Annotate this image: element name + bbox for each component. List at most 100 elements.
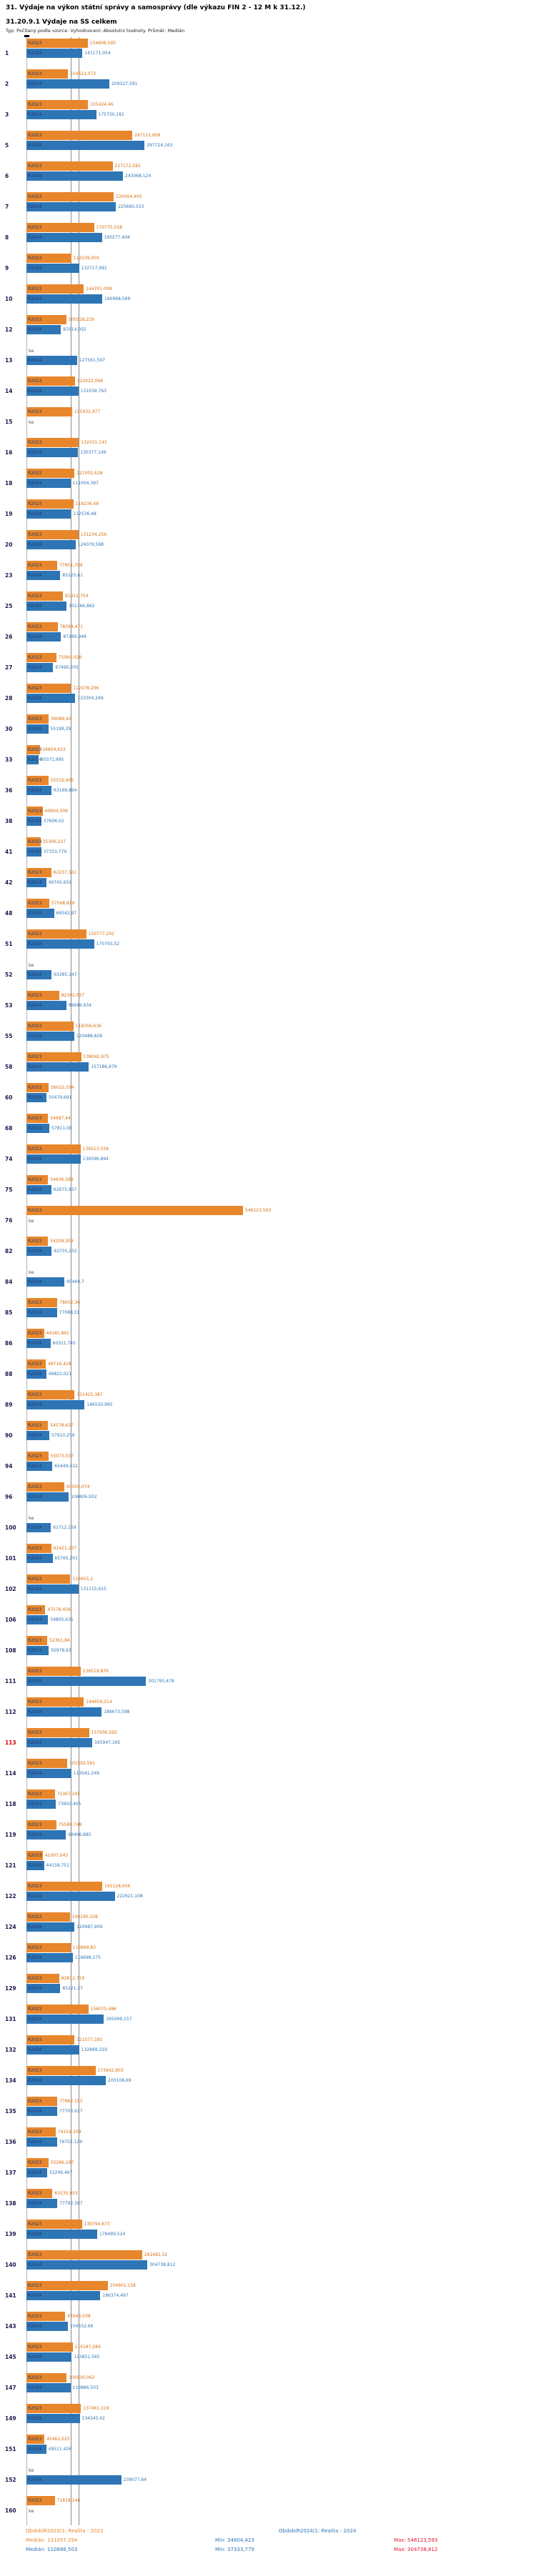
r2024-bar: R2024 (26, 1892, 115, 1901)
bar-series-label: R2024 (28, 2385, 42, 2390)
bar-series-label: R2023 (28, 624, 42, 629)
bar-series-label: R2023 (28, 102, 42, 107)
row-group: 88 R2023 48716,428 R2024 49822,021 (0, 1358, 536, 1389)
row-group: 16 R2023 132031,143 R2024 130377,149 (0, 436, 536, 467)
row-bars: R2023 204901,158 R2024 186374,497 (26, 2281, 536, 2310)
bar-series-label: R2023 (28, 1914, 42, 1919)
row-bars: R2023 136513,558 R2024 136596,894 (26, 1144, 536, 1174)
row-number: 74 (5, 1156, 13, 1162)
r2024-bar: R2024 (26, 632, 61, 641)
bar-row-r2023: R2023 131234,256 (26, 530, 536, 539)
row-bars: R2023 217172,582 R2024 243068,124 (26, 161, 536, 191)
bar-row-r2023: R2023 546123,593 (26, 1206, 536, 1215)
bar-row-r2023: R2023 52361,84 (26, 1636, 536, 1645)
r2023-bar: R2023 (26, 1206, 243, 1215)
r2024-bar: R2024 (26, 1584, 79, 1594)
bar-value-label: 110886,503 (72, 2385, 99, 2390)
r2023-bar: R2023 (26, 2404, 81, 2413)
bar-value-label: 239077,64 (123, 2477, 147, 2482)
row-group: 13 ke R2024 127561,597 (0, 344, 536, 375)
bar-value-label: 118356,636 (75, 1024, 101, 1029)
r2024-bar: R2024 (26, 1339, 51, 1348)
row-bars: R2023 109190,328 R2024 120987,909 (26, 1912, 536, 1942)
row-bars: R2023 71818,246 ke (26, 2496, 536, 2525)
bar-series-label: R2024 (28, 942, 42, 947)
bar-row-r2023: R2023 45462,025 (26, 2435, 536, 2444)
bar-value-label: 61712,159 (53, 1525, 76, 1530)
bar-row-r2024: R2024 50479,691 (26, 1093, 536, 1102)
row-number: 108 (5, 1647, 16, 1654)
bar-value-label: 113239,005 (73, 256, 100, 261)
r2023-bar: R2023 (26, 2373, 66, 2382)
chart-footer: ObdobíR2023(1: Realita - 2023 ObdobíR202… (0, 2525, 536, 2553)
bar-value-label: 186374,497 (102, 2293, 129, 2298)
legend: ObdobíR2023(1: Realita - 2023 ObdobíR202… (26, 2528, 536, 2535)
row-group: 38 R2023 40604,306 R2024 37606,02 (0, 805, 536, 836)
bar-row-r2024: R2024 76752,129 (26, 2137, 536, 2147)
missing-value-label: ke (29, 419, 34, 425)
bar-series-label: R2024 (28, 2201, 42, 2206)
bar-series-label: R2024 (28, 143, 42, 148)
r2024-bar: R2024 (26, 2291, 101, 2300)
row-bars: R2023 78002,36 R2024 77088,31 (26, 1298, 536, 1327)
bar-row-r2024: R2024 243068,124 (26, 171, 536, 181)
r2023-bar: R2023 (26, 684, 71, 693)
bar-row-r2024: R2024 120987,909 (26, 1922, 536, 1932)
bar-series-label: R2024 (28, 604, 42, 609)
bar-value-label: 48716,428 (48, 1362, 71, 1367)
r2024-bar: R2024 (26, 1247, 52, 1256)
row-group: 152 ke R2024 239077,64 (0, 2464, 536, 2495)
bar-row-r2024: R2024 301795,478 (26, 1677, 536, 1686)
bar-row-r2024: R2024 110886,503 (26, 2383, 536, 2392)
row-number: 6 (5, 173, 9, 179)
row-group: 139 R2023 139794,673 R2024 178499,524 (0, 2218, 536, 2249)
bar-value-label: 112078,296 (73, 686, 99, 691)
row-bars: R2023 45462,025 R2024 49511,426 (26, 2435, 536, 2464)
row-number: 2 (5, 81, 9, 87)
row-bars: R2023 113239,005 R2024 132717,991 (26, 254, 536, 283)
row-number: 113 (5, 1739, 16, 1746)
bar-row-r2023: R2023 110655,1 (26, 1574, 536, 1584)
row-bars: R2023 121002,628 R2024 111004,397 (26, 469, 536, 498)
r2023-bar: R2023 (26, 899, 49, 908)
bar-value-label: 173942,903 (97, 2068, 124, 2073)
bar-value-label: 136596,894 (82, 1157, 109, 1162)
r2024-bar: R2024 (26, 509, 71, 519)
bar-series-label: R2024 (28, 849, 42, 854)
legend-item-2023: ObdobíR2023(1: Realita - 2023 (26, 2528, 104, 2534)
row-number: 48 (5, 910, 13, 917)
row-group: 20 R2023 131234,256 R2024 124079,598 (0, 529, 536, 559)
bar-series-label: R2023 (28, 1054, 42, 1059)
bar-value-label: 101366,862 (69, 604, 95, 609)
chart-rows: 1 R2023 154606,595 R2024 141171,054 2 R2023 104… (0, 37, 536, 2525)
bar-value-label: 87014,055 (63, 327, 86, 332)
row-number: 27 (5, 664, 13, 671)
bar-value-label: 115432,477 (74, 409, 101, 414)
bar-series-label: R2024 (28, 481, 42, 486)
missing-value-label: ke (29, 347, 34, 354)
r2023-bar: R2023 (26, 1912, 70, 1922)
bar-row-r2023: R2023 54687,44 (26, 1114, 536, 1123)
bar-value-label: 97643,038 (67, 2314, 91, 2319)
bar-series-label: R2023 (28, 1577, 42, 1582)
row-bars: R2023 110655,1 R2024 131115,615 (26, 1574, 536, 1604)
bar-series-label: R2024 (28, 2447, 42, 2452)
bar-row-r2024: R2024 49511,426 (26, 2445, 536, 2454)
row-bars: R2023 138042,975 R2024 157186,979 (26, 1052, 536, 1082)
bar-row-r2024: R2024 63755,252 (26, 1247, 536, 1256)
bar-value-label: 75580,748 (58, 1822, 82, 1827)
row-group: 23 R2023 77851,709 R2024 85225,61 (0, 559, 536, 590)
bar-value-label: 170793,52 (96, 942, 120, 947)
row-number: 100 (5, 1524, 16, 1531)
bar-series-label: R2024 (28, 665, 42, 670)
r2024-bar: R2024 (26, 202, 116, 211)
r2023-bar: R2023 (26, 438, 79, 447)
r2023-bar: R2023 (26, 591, 63, 601)
bar-row-r2023: R2023 170775,018 (26, 223, 536, 232)
bar-row-r2024: R2024 57811,08 (26, 1124, 536, 1133)
bar-row-r2023: R2023 78394,471 (26, 622, 536, 631)
row-bars: R2023 52361,84 R2024 55978,63 (26, 1636, 536, 1665)
bar-series-label: R2023 (28, 2498, 42, 2503)
bar-row-r2023: R2023 54636,588 (26, 1175, 536, 1184)
row-group: 68 R2023 54687,44 R2024 57811,08 (0, 1112, 536, 1143)
